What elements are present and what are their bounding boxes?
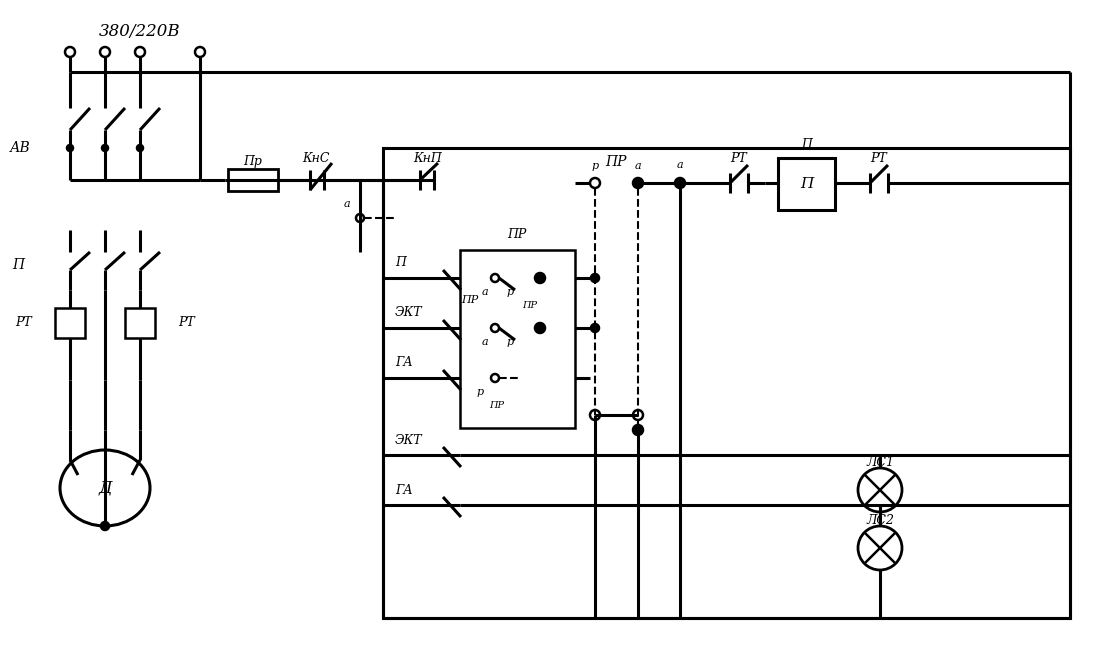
Text: a: a xyxy=(481,337,488,347)
Text: a: a xyxy=(344,199,350,209)
Text: РТ: РТ xyxy=(178,317,195,330)
Bar xyxy=(228,169,278,191)
Circle shape xyxy=(535,273,545,283)
Text: ПР: ПР xyxy=(462,295,479,305)
Text: p: p xyxy=(477,387,484,397)
Text: П: П xyxy=(801,138,812,151)
Text: РТ: РТ xyxy=(15,317,32,330)
Text: Д: Д xyxy=(98,480,112,497)
Circle shape xyxy=(535,323,545,333)
Text: КнП: КнП xyxy=(414,151,442,164)
Bar xyxy=(778,158,835,210)
Text: П: П xyxy=(800,177,813,191)
Text: РТ: РТ xyxy=(731,151,747,164)
Circle shape xyxy=(633,178,643,188)
Circle shape xyxy=(675,178,685,188)
Circle shape xyxy=(67,145,73,151)
Text: КнС: КнС xyxy=(302,151,329,164)
Text: Пр: Пр xyxy=(244,155,263,168)
Text: ПР: ПР xyxy=(605,155,627,169)
Bar xyxy=(55,308,85,338)
Circle shape xyxy=(101,522,109,530)
Bar xyxy=(383,148,1070,618)
Text: ЭКТ: ЭКТ xyxy=(395,434,422,447)
Text: p: p xyxy=(507,287,513,297)
Text: П: П xyxy=(395,257,406,270)
Circle shape xyxy=(137,145,143,151)
Text: p: p xyxy=(507,337,513,347)
Text: ГА: ГА xyxy=(395,484,412,497)
Text: П: П xyxy=(12,258,24,272)
Text: ЭКТ: ЭКТ xyxy=(395,307,422,320)
Text: ПР: ПР xyxy=(489,402,504,411)
Text: ПР: ПР xyxy=(508,229,526,242)
Text: a: a xyxy=(677,160,684,170)
Circle shape xyxy=(633,425,643,435)
Circle shape xyxy=(102,145,108,151)
Text: ГА: ГА xyxy=(395,356,412,369)
Circle shape xyxy=(591,274,600,282)
Text: a: a xyxy=(635,161,641,171)
Text: ЛС2: ЛС2 xyxy=(866,514,894,526)
Bar xyxy=(125,308,155,338)
Circle shape xyxy=(591,324,600,332)
Text: ПР: ПР xyxy=(523,302,537,311)
Bar xyxy=(459,250,575,428)
Text: 380/220В: 380/220В xyxy=(100,23,181,40)
Text: ЛС1: ЛС1 xyxy=(866,456,894,469)
Text: p: p xyxy=(592,161,598,171)
Text: АВ: АВ xyxy=(10,141,31,155)
Text: a: a xyxy=(481,287,488,297)
Text: РТ: РТ xyxy=(871,151,887,164)
